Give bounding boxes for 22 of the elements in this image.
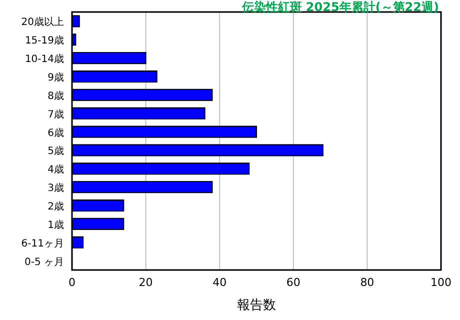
y-tick-label: 6-11ヶ月	[21, 238, 64, 250]
y-tick-label: 7歳	[48, 108, 64, 120]
y-tick-label: 4歳	[48, 164, 64, 176]
x-tick-label: 100	[430, 276, 452, 289]
y-tick-label: 8歳	[48, 90, 64, 102]
y-tick-label: 6歳	[48, 126, 64, 139]
x-axis-title: 報告数	[237, 298, 276, 313]
y-tick-label: 5歳	[48, 145, 64, 158]
x-tick-label: 40	[212, 276, 227, 289]
y-tick-label: 1歳	[48, 218, 64, 231]
y-tick-label: 15-19歳	[24, 34, 64, 47]
y-tick-label: 3歳	[48, 182, 64, 194]
x-tick-label: 0	[68, 276, 76, 289]
y-tick-label: 2歳	[48, 200, 64, 212]
y-tick-label: 20歳以上	[21, 16, 64, 28]
y-tick-label: 0-5 ヶ月	[24, 256, 64, 268]
y-tick-label: 10-14歳	[24, 53, 64, 66]
x-tick-label: 80	[360, 276, 374, 289]
x-tick-label: 60	[286, 276, 300, 289]
chart-title: 伝染性紅斑 2025年累計(～第22週)	[240, 0, 439, 14]
x-tick-label: 20	[138, 276, 153, 289]
y-tick-label: 9歳	[48, 72, 64, 84]
